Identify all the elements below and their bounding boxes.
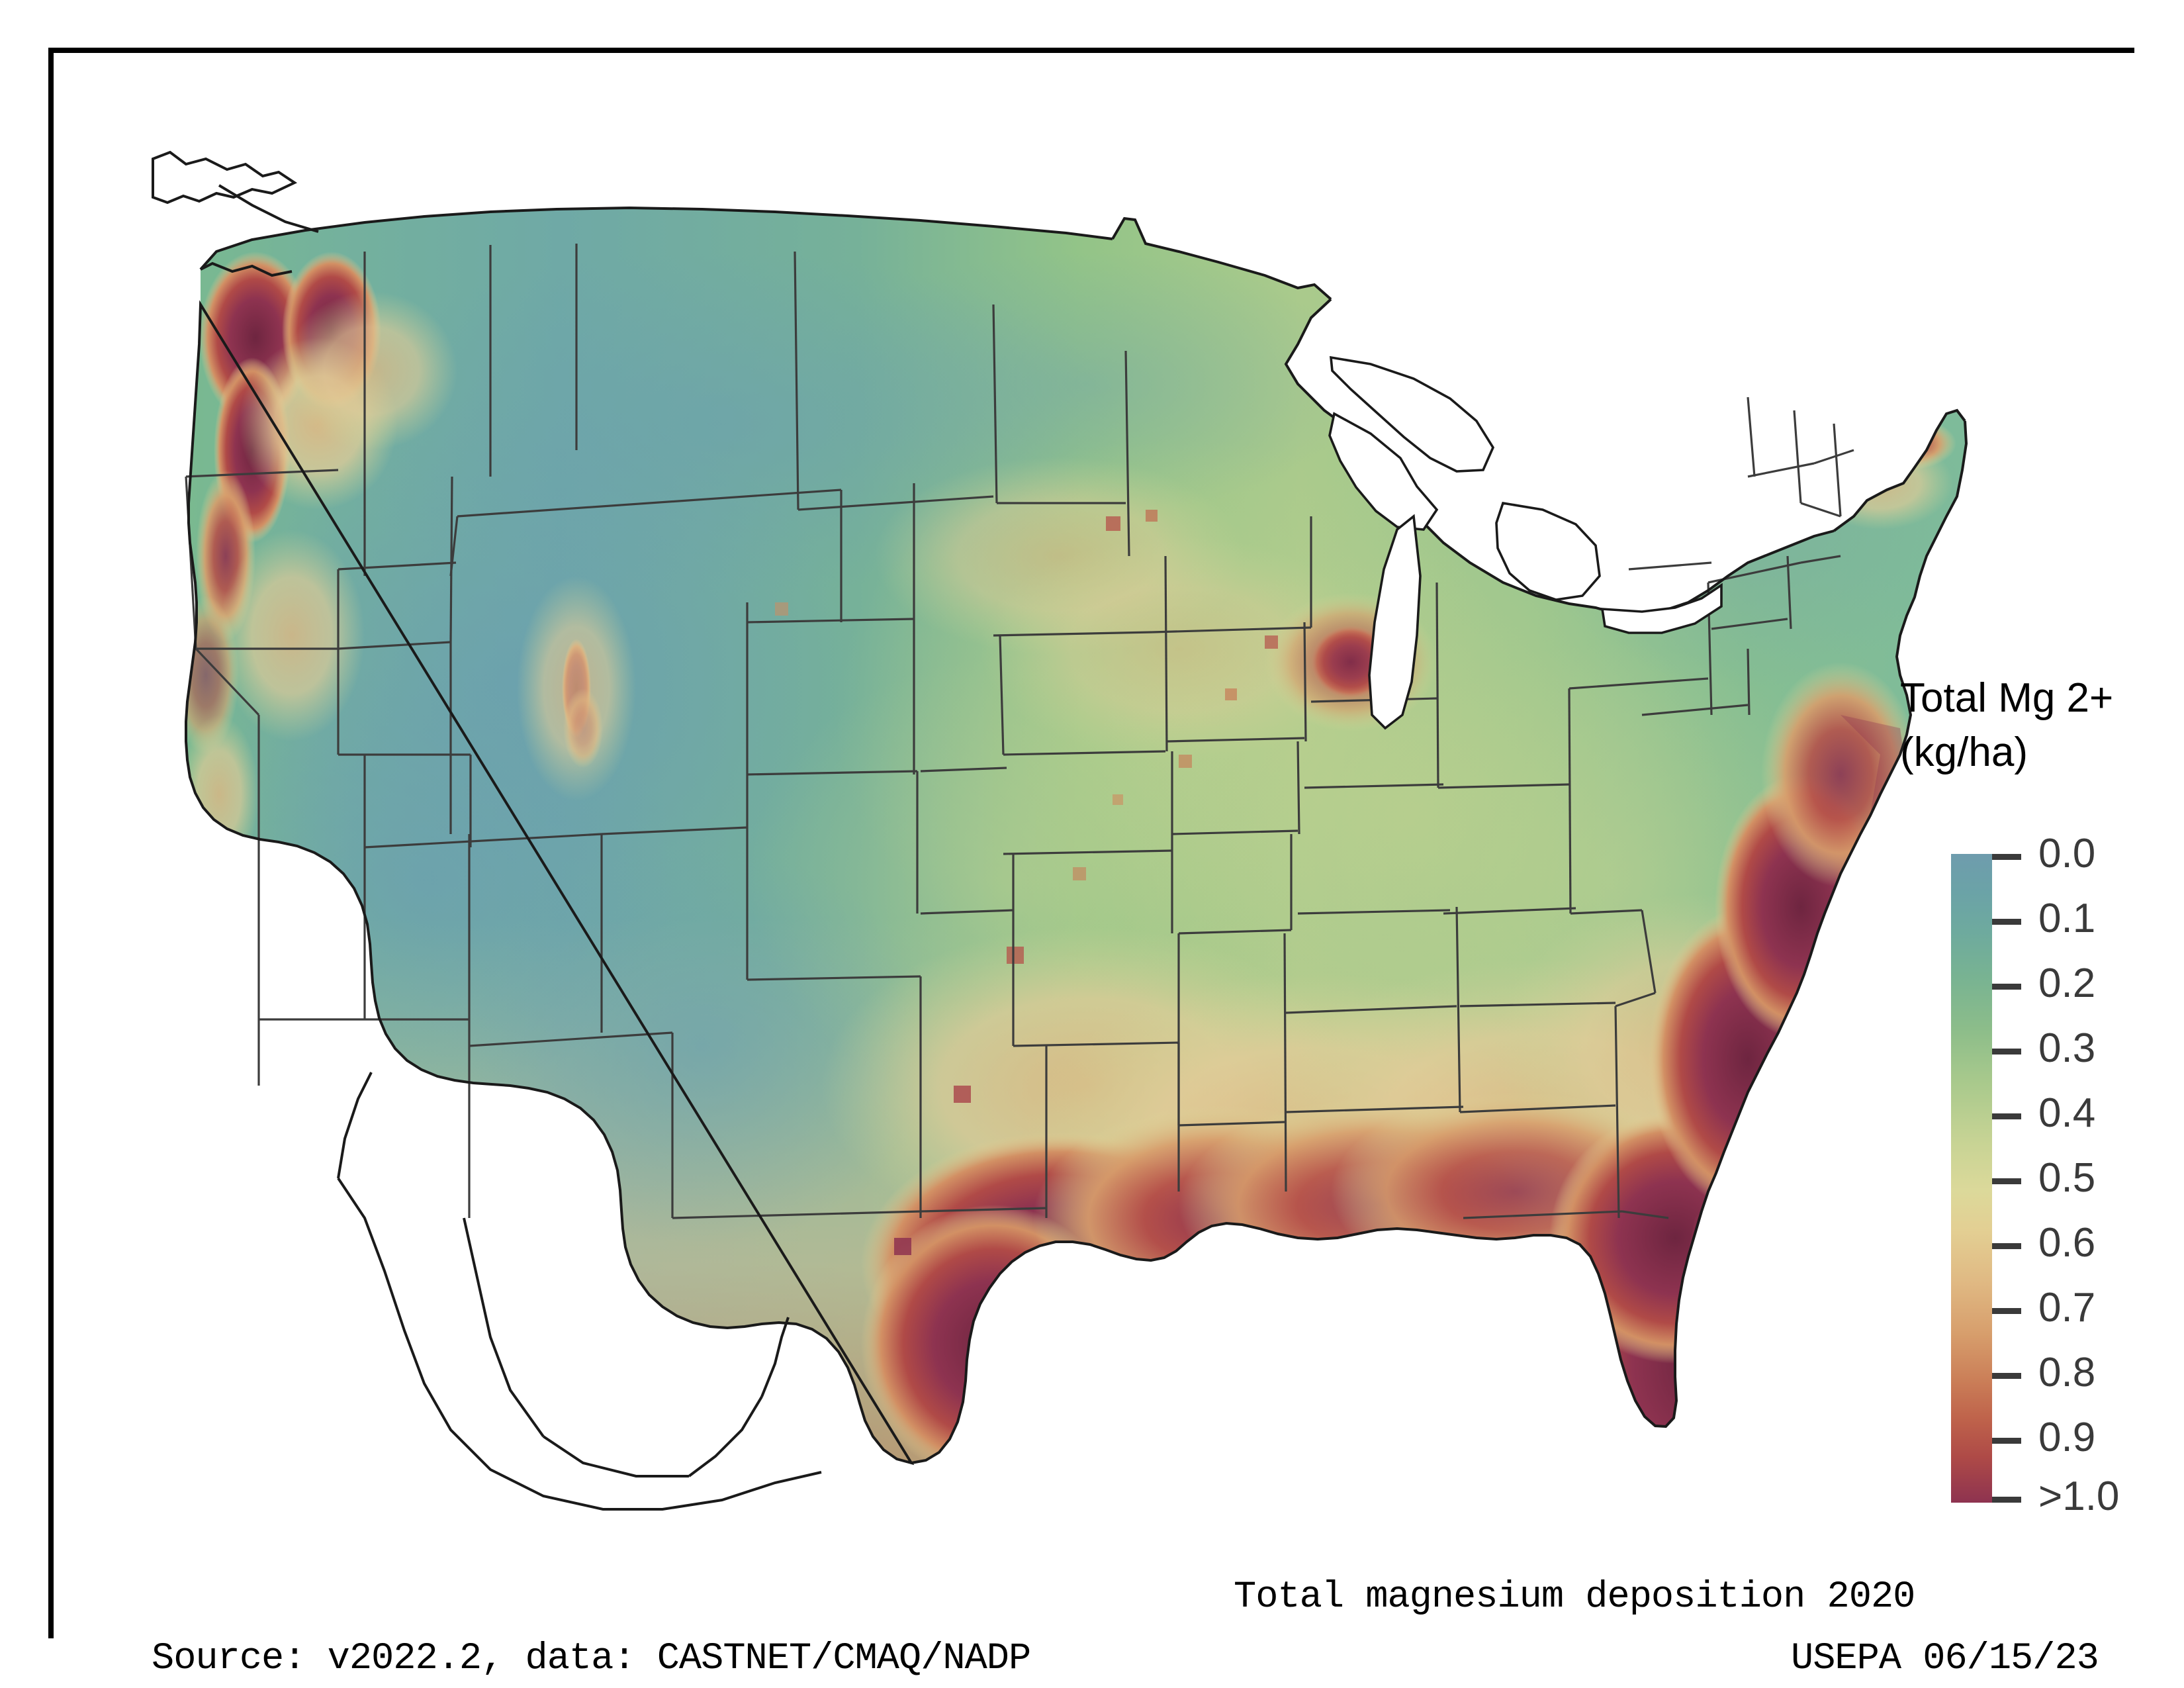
- colorbar-label-2: 0.2: [2038, 961, 2096, 1006]
- colorbar-tick: [1992, 1049, 2021, 1055]
- figure-source: Source: v2022.2, data: CASTNET/CMAQ/NADP: [152, 1638, 1031, 1680]
- colorbar-tick: [1992, 1243, 2021, 1249]
- legend: Total Mg 2+ (kg/ha) 0.0 0.1 0.2 0.3: [1850, 675, 2161, 1529]
- colorbar-label-4: 0.4: [2038, 1090, 2096, 1136]
- colorbar-label-0: 0.0: [2038, 831, 2096, 876]
- colorbar-tick: [1992, 1497, 2021, 1503]
- legend-title-line1: Total Mg 2+: [1900, 675, 2114, 721]
- colorbar-tick: [1992, 854, 2021, 860]
- colorbar-tick: [1992, 1373, 2021, 1379]
- colorbar-gradient: [1951, 854, 1992, 1503]
- colorbar-label-7: 0.7: [2038, 1285, 2096, 1331]
- colorbar-tick: [1992, 1178, 2021, 1184]
- colorbar-label-1: 0.1: [2038, 896, 2096, 941]
- us-deposition-map: [54, 53, 2140, 1644]
- figure-agency-date: USEPA 06/15/23: [1791, 1638, 2099, 1680]
- colorbar-label-9: 0.9: [2038, 1415, 2096, 1460]
- legend-title-line2: (kg/ha): [1900, 729, 2028, 775]
- colorbar-tick: [1992, 919, 2021, 925]
- figure-frame: Total Mg 2+ (kg/ha) 0.0 0.1 0.2 0.3: [48, 48, 2140, 1680]
- colorbar-container: 0.0 0.1 0.2 0.3 0.4 0.5 0.6 0.7 0.8 0.9 …: [1850, 833, 2161, 1517]
- state-boundaries: [185, 244, 1854, 1219]
- national-coastline: [152, 150, 1968, 1511]
- great-lakes: [1328, 355, 1723, 730]
- colorbar-label-3: 0.3: [2038, 1025, 2096, 1071]
- colorbar-label-5: 0.5: [2038, 1155, 2096, 1201]
- colorbar-tick: [1992, 1308, 2021, 1314]
- colorbar-tick: [1992, 1438, 2021, 1444]
- map-canvas: [54, 53, 2140, 1644]
- colorbar-label-8: 0.8: [2038, 1350, 2096, 1395]
- colorbar-tick: [1992, 1113, 2021, 1119]
- colorbar-label-10: >1.0: [2038, 1474, 2120, 1519]
- colorbar-tick: [1992, 984, 2021, 990]
- colorbar-label-6: 0.6: [2038, 1220, 2096, 1266]
- figure-caption: Total magnesium deposition 2020: [1234, 1576, 1915, 1618]
